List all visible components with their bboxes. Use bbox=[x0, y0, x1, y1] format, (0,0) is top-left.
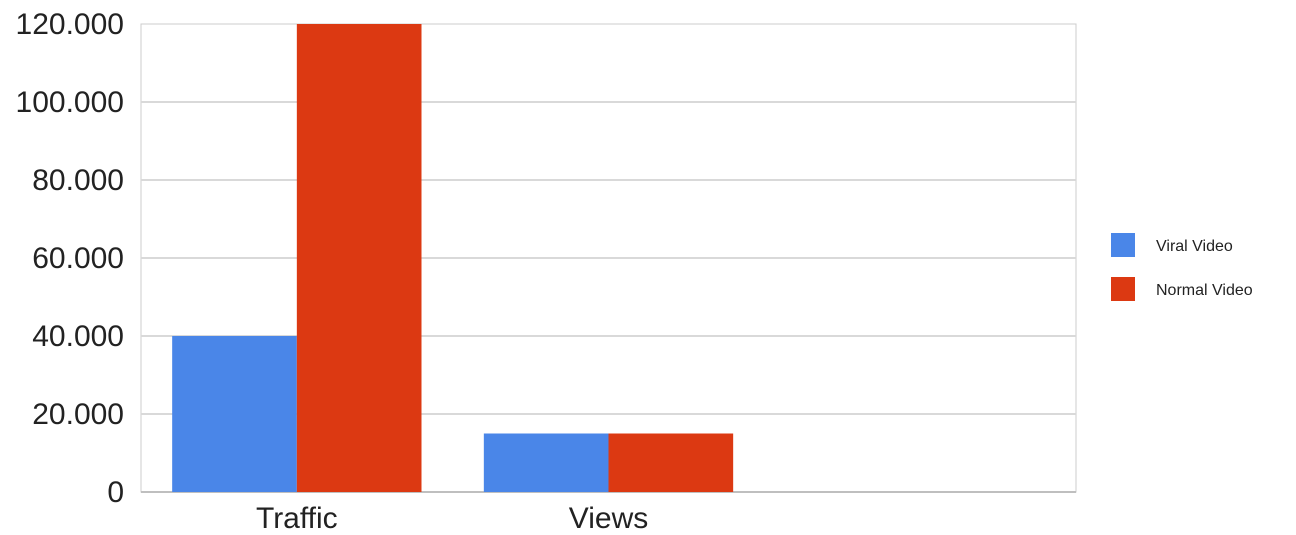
y-tick-label: 100.000 bbox=[16, 86, 124, 119]
x-axis-category-labels: Traffic Views bbox=[256, 502, 648, 535]
bars bbox=[172, 24, 734, 492]
legend: Viral Video Normal Video bbox=[1111, 233, 1253, 301]
y-tick-label: 80.000 bbox=[32, 164, 124, 197]
x-category-label: Traffic bbox=[256, 502, 338, 535]
legend-swatch bbox=[1111, 277, 1135, 301]
bar-normal-video-views bbox=[608, 433, 734, 492]
y-tick-label: 60.000 bbox=[32, 242, 124, 275]
y-tick-label: 20.000 bbox=[32, 398, 124, 431]
legend-swatch bbox=[1111, 233, 1135, 257]
x-category-label: Views bbox=[569, 502, 648, 535]
bar-viral-video-views bbox=[483, 433, 609, 492]
bar-normal-video-traffic bbox=[296, 24, 422, 492]
y-tick-label: 40.000 bbox=[32, 320, 124, 353]
y-axis-tick-labels: 0 20.000 40.000 60.000 80.000 100.000 120.000 bbox=[16, 8, 124, 509]
y-tick-label: 120.000 bbox=[16, 8, 124, 41]
legend-label: Normal Video bbox=[1156, 282, 1253, 299]
y-tick-label: 0 bbox=[107, 476, 124, 509]
bar-viral-video-traffic bbox=[172, 336, 297, 492]
legend-label: Viral Video bbox=[1156, 238, 1233, 255]
